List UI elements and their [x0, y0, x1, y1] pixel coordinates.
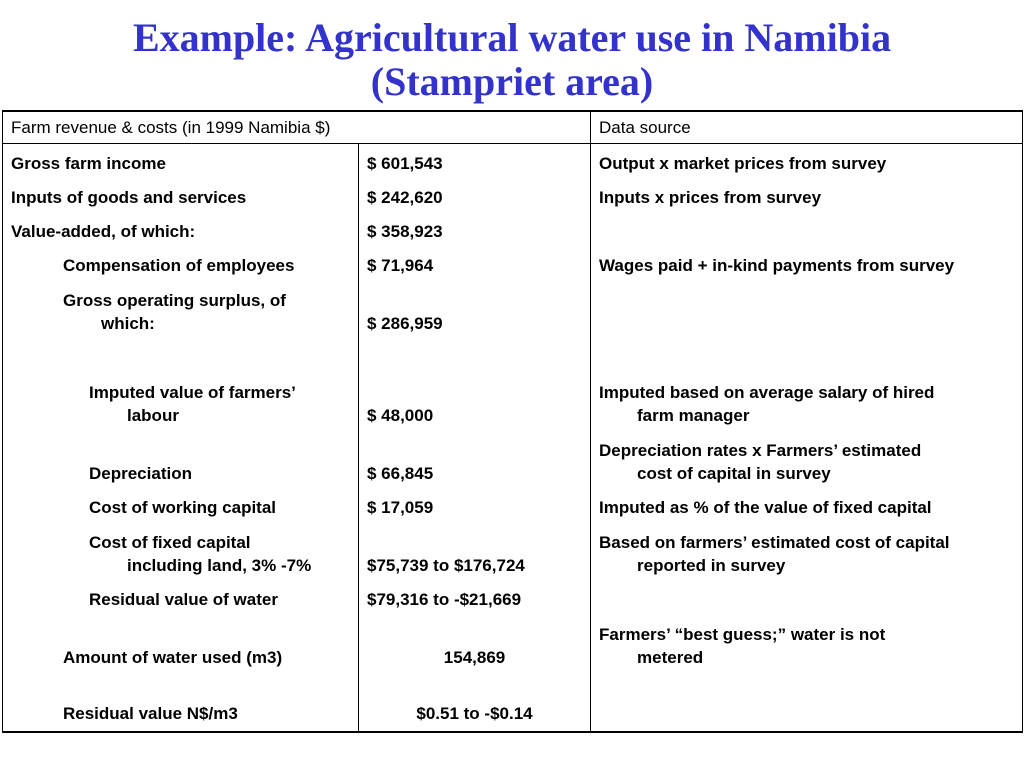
row-value: $ 286,959 [357, 282, 592, 340]
row-source-line-2: cost of capital in survey [637, 464, 831, 483]
row-value: $ 17,059 [357, 490, 592, 524]
table-row: Gross farm income $ 601,543 Output x mar… [2, 143, 1024, 180]
row-label: Compensation of employees [2, 248, 359, 282]
row-source: Output x market prices from survey [590, 143, 1024, 180]
row-label: Cost of working capital [2, 490, 359, 524]
row-source: Based on farmers’ estimated cost of capi… [590, 524, 1024, 582]
row-value: $ 66,845 [357, 432, 592, 490]
table-row: Value-added, of which: $ 358,923 [2, 214, 1024, 248]
row-label-line-1: Cost of fixed capital [89, 533, 251, 552]
row-value: $ 601,543 [357, 143, 592, 180]
row-source [590, 282, 1024, 340]
row-source-line-1: Depreciation rates x Farmers’ estimated [599, 441, 922, 460]
table-row: Gross operating surplus, of which: $ 286… [2, 282, 1024, 340]
farm-revenue-table: Farm revenue & costs (in 1999 Namibia $)… [1, 110, 1024, 733]
row-value: $ 242,620 [357, 180, 592, 214]
row-source-line-2: farm manager [637, 406, 750, 425]
row-source-line-1: Farmers’ “best guess;” water is not [599, 625, 886, 644]
row-label: Gross farm income [2, 143, 359, 180]
row-label: Depreciation [2, 432, 359, 490]
row-label-line-1: Gross operating surplus, of [63, 291, 286, 310]
row-value: $79,316 to -$21,669 [357, 582, 592, 616]
table-row: Amount of water used (m3) 154,869 Farmer… [2, 616, 1024, 674]
row-label-line-1: Imputed value of farmers’ [89, 383, 296, 402]
table-row: Imputed value of farmers’ labour $ 48,00… [2, 340, 1024, 432]
row-source [590, 674, 1024, 733]
row-label: Value-added, of which: [2, 214, 359, 248]
row-source-line-1: Imputed based on average salary of hired [599, 383, 935, 402]
row-source-line-2: reported in survey [637, 556, 786, 575]
row-label: Cost of fixed capital including land, 3%… [2, 524, 359, 582]
table-row: Compensation of employees $ 71,964 Wages… [2, 248, 1024, 282]
slide-title: Example: Agricultural water use in Namib… [0, 16, 1024, 104]
row-label-line-2: including land, 3% -7% [127, 556, 312, 575]
row-label: Imputed value of farmers’ labour [2, 340, 359, 432]
row-source: Imputed based on average salary of hired… [590, 340, 1024, 432]
row-value: $75,739 to $176,724 [357, 524, 592, 582]
header-data-source: Data source [590, 110, 1024, 144]
row-label: Residual value of water [2, 582, 359, 616]
row-source [590, 214, 1024, 248]
row-source: Wages paid + in-kind payments from surve… [590, 248, 1024, 282]
row-label: Gross operating surplus, of which: [2, 282, 359, 340]
table-row: Cost of fixed capital including land, 3%… [2, 524, 1024, 582]
row-source-line-2: metered [637, 648, 704, 667]
row-value: $ 358,923 [357, 214, 592, 248]
row-source: Imputed as % of the value of fixed capit… [590, 490, 1024, 524]
row-label-line-2: which: [101, 314, 155, 333]
title-line-2: (Stampriet area) [370, 59, 654, 104]
row-source-line-1: Based on farmers’ estimated cost of capi… [599, 533, 950, 552]
row-source: Depreciation rates x Farmers’ estimated … [590, 432, 1024, 490]
row-value: 154,869 [357, 616, 592, 674]
row-source: Inputs x prices from survey [590, 180, 1024, 214]
table-row: Residual value N$/m3 $0.51 to -$0.14 [2, 674, 1024, 733]
row-label: Residual value N$/m3 [2, 674, 359, 733]
table-row: Residual value of water $79,316 to -$21,… [2, 582, 1024, 616]
table-header-row: Farm revenue & costs (in 1999 Namibia $)… [1, 110, 1024, 144]
title-line-1: Example: Agricultural water use in Namib… [132, 15, 892, 60]
row-value: $ 48,000 [357, 340, 592, 432]
row-label: Amount of water used (m3) [2, 616, 359, 674]
row-label-line-2: labour [127, 406, 179, 425]
row-label: Inputs of goods and services [2, 180, 359, 214]
row-value: $ 71,964 [357, 248, 592, 282]
table-row: Depreciation $ 66,845 Depreciation rates… [2, 432, 1024, 490]
table-row: Inputs of goods and services $ 242,620 I… [2, 180, 1024, 214]
header-revenue-costs: Farm revenue & costs (in 1999 Namibia $) [1, 110, 592, 144]
row-source [590, 582, 1024, 616]
row-value: $0.51 to -$0.14 [357, 674, 592, 733]
table-row: Cost of working capital $ 17,059 Imputed… [2, 490, 1024, 524]
row-source: Farmers’ “best guess;” water is not mete… [590, 616, 1024, 674]
